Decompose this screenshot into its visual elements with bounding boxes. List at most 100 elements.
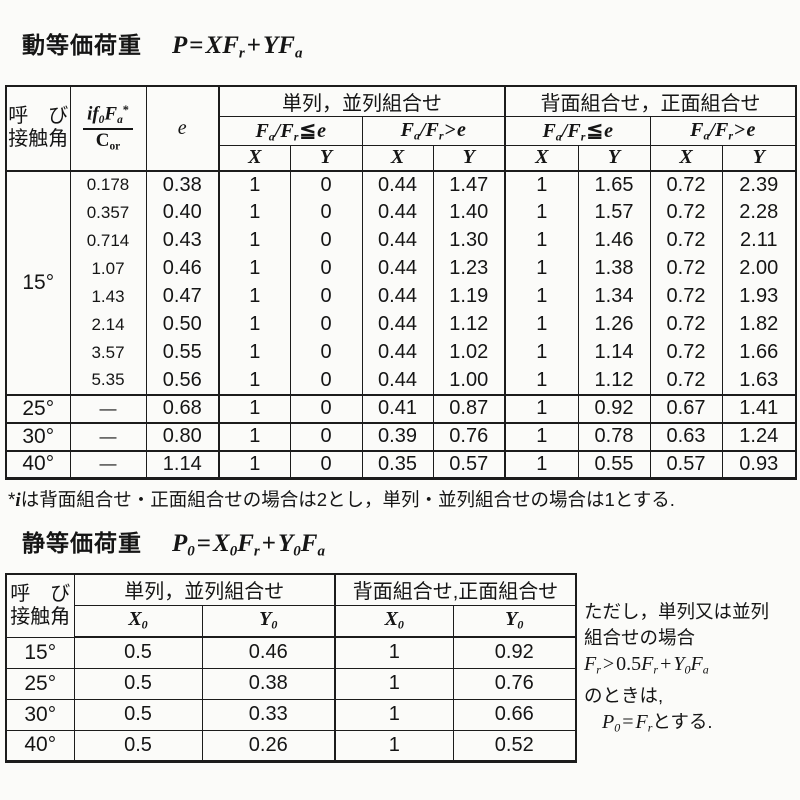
table-row: 30° 0.5 0.33 1 0.66 [5,698,577,731]
factor-cell: 1.12 [577,366,651,395]
factor-cell: 0.40 [145,198,220,227]
factor-cell: 1 [218,338,291,367]
factor-cell: 0.35 [361,449,434,479]
cond-fa-fr-gt-e: Fa/Fr>e [649,116,797,146]
ratio-cell: — [69,449,147,479]
factor-cell: 1 [504,310,579,339]
group-header-single-tandem: 単列，並列組合せ [73,573,336,606]
factor-cell: 0.92 [577,393,651,423]
factor-cell: 0.56 [145,366,220,395]
factor-cell: 1.02 [432,338,506,367]
factor-cell: 1 [504,282,579,311]
factor-cell: 0.76 [452,667,577,700]
factor-cell: 0.57 [649,449,723,479]
ratio-cell: — [69,421,147,451]
note-line: ただし，単列又は並列 [584,601,770,622]
table-row: 25° 0.5 0.38 1 0.76 [5,667,577,700]
factor-cell: 0.92 [452,636,577,669]
group-header-single-tandem: 単列，並列組合せ [218,85,506,117]
factor-cell: 0.52 [452,729,577,762]
factor-cell: 1.19 [432,282,506,311]
col-header-e: e [145,85,220,171]
factor-cell: 0 [289,198,363,227]
factor-cell: 0.44 [361,338,434,367]
dynamic-load-title-text: 動等価荷重 [22,32,142,58]
col-header-y: Y [289,145,363,172]
factor-cell: 2.11 [721,226,797,255]
dynamic-load-title: 動等価荷重 P=XFr+YFa [22,26,302,63]
factor-cell: 2.00 [721,254,797,283]
factor-cell: 0.43 [145,226,220,255]
dynamic-load-table: 呼 び 接触角 if0Fa* Cor e 単列，並列組合せ 背面組合せ，正面組合… [5,85,797,480]
col-header-x0: X0 [334,604,454,638]
contact-angle-cell: 25° [5,393,71,423]
static-load-title-text: 静等価荷重 [22,530,142,556]
factor-cell: 1 [218,282,291,311]
factor-cell: 0.66 [452,698,577,731]
factor-cell: 1.12 [432,310,506,339]
factor-cell: 1.41 [721,393,797,423]
factor-cell: 1.57 [577,198,651,227]
factor-cell: 1 [218,226,291,255]
table-row: 3.57 0.55 1 0 0.44 1.02 1 1.14 0.72 1.66 [6,338,797,367]
factor-cell: 1.93 [721,282,797,311]
note-result-formula: P0 = Frとする. [602,710,713,735]
factor-cell: 1.47 [432,169,506,199]
factor-cell: 1.34 [577,282,651,311]
factor-cell: 0 [289,226,363,255]
factor-cell: 1 [504,198,579,227]
table-row: 1.43 0.47 1 0 0.44 1.19 1 1.34 0.72 1.93 [6,282,797,311]
factor-cell: 1.23 [432,254,506,283]
factor-cell: 1.14 [145,449,220,479]
factor-cell: 1 [504,169,579,199]
factor-cell: 0 [289,310,363,339]
col-header-x: X [218,145,291,172]
contact-angle-cell: 25° [5,667,75,700]
factor-cell: 0 [289,421,363,451]
factor-cell: 1.00 [432,366,506,395]
factor-cell: 0.63 [649,421,723,451]
factor-cell: 0.72 [649,254,723,283]
factor-cell: 0.76 [432,421,506,451]
factor-cell: 1 [504,449,579,479]
ratio-cell: 0.357 [69,198,147,227]
table-row: 25° —0.68 1 0 0.41 0.87 1 0.92 0.67 1.41 [5,393,797,423]
table-row: 0.714 0.43 1 0 0.44 1.30 1 1.46 0.72 2.11 [6,226,797,255]
factor-cell: 0.50 [145,310,220,339]
factor-cell: 0.44 [361,254,434,283]
note-line: のときは, [584,684,664,706]
factor-cell: 1.14 [577,338,651,367]
factor-cell: 0.72 [649,226,723,255]
factor-cell: 1.66 [721,338,797,367]
factor-cell: 0 [289,338,363,367]
table-row: 2.14 0.50 1 0 0.44 1.12 1 1.26 0.72 1.82 [6,310,797,339]
table-row: 15° 0.178 0.38 1 0 0.44 1.47 1 1.65 0.72 2.39 [5,169,797,395]
factor-cell: 0.47 [145,282,220,311]
factor-cell: 0.5 [73,667,203,700]
factor-cell: 1 [334,636,454,669]
cond-fa-fr-le-e: Fa/Fr≦e [504,116,651,146]
ratio-cell: 5.35 [69,366,147,395]
factor-cell: 1.38 [577,254,651,283]
factor-cell: 1 [504,421,579,451]
ratio-cell: — [69,393,147,423]
factor-cell: 1 [504,254,579,283]
factor-cell: 1.63 [721,366,797,395]
factor-cell: 0.44 [361,310,434,339]
col-header-contact-angle: 呼 び 接触角 [5,85,71,171]
col-header-y: Y [432,145,506,172]
note-line: 組合せの場合 [584,627,696,648]
factor-cell: 0.57 [432,449,506,479]
factor-cell: 0.68 [145,393,220,423]
table-row: 5.35 0.56 1 0 0.44 1.00 1 1.12 0.72 1.63 [6,366,797,395]
col-header-contact-angle: 呼 び 接触角 [5,573,75,638]
ratio-cell: 2.14 [69,310,147,339]
factor-cell: 0.93 [721,449,797,479]
col-header-y0: Y0 [201,604,336,638]
static-load-formula: P0=X0Fr+Y0Fa [172,530,325,560]
factor-cell: 0.5 [73,636,203,669]
factor-cell: 0.44 [361,282,434,311]
factor-cell: 1 [504,366,579,395]
factor-cell: 0 [289,393,363,423]
